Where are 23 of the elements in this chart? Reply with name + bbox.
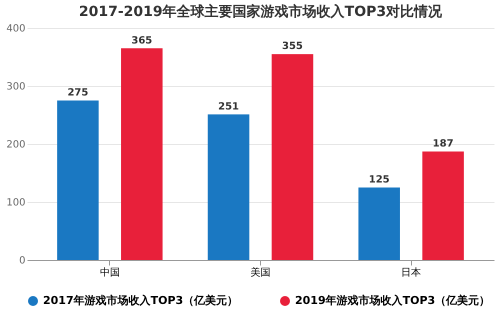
data-label: 187 xyxy=(432,138,454,150)
bar xyxy=(422,152,464,260)
x-tick-label: 中国 xyxy=(100,266,120,278)
chart-title: 2017-2019年全球主要国家游戏市场收入TOP3对比情况 xyxy=(78,3,444,20)
data-label: 365 xyxy=(131,35,152,46)
data-label: 355 xyxy=(282,41,303,52)
y-tick-label: 200 xyxy=(6,140,26,150)
bar xyxy=(358,188,400,260)
data-label: 125 xyxy=(368,174,390,186)
bar xyxy=(208,114,250,260)
legend-label: 2019年游戏市场收入TOP3（亿美元） xyxy=(295,294,490,307)
y-tick-label: 100 xyxy=(6,198,26,208)
bar xyxy=(57,100,99,260)
legend-label: 2017年游戏市场收入TOP3（亿美元） xyxy=(43,294,238,307)
x-tick-label: 美国 xyxy=(250,266,270,278)
bar xyxy=(272,54,314,260)
y-tick-label: 300 xyxy=(6,82,26,92)
x-tick-label: 日本 xyxy=(401,266,422,278)
y-tick-label: 0 xyxy=(19,256,26,266)
y-tick-label: 400 xyxy=(6,24,26,34)
data-label: 275 xyxy=(67,88,88,98)
bar xyxy=(121,48,163,260)
data-label: 251 xyxy=(218,101,240,112)
